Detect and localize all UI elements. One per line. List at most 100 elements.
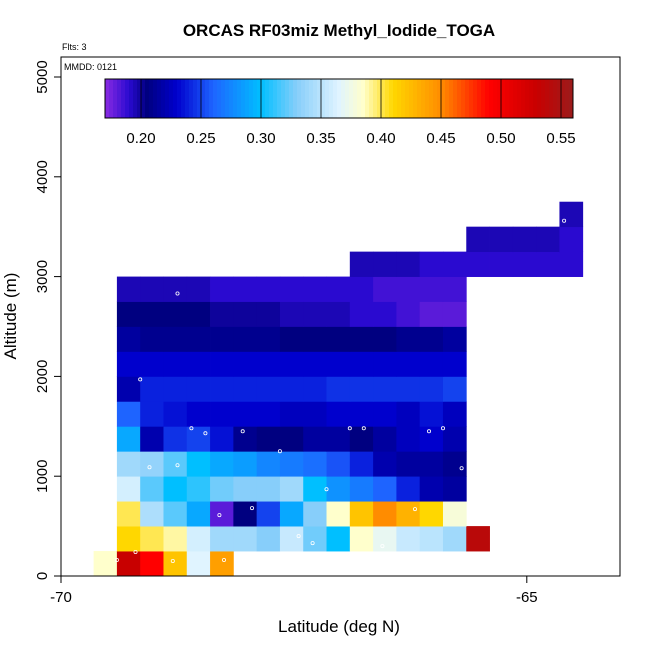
- sample-point: [170, 559, 175, 564]
- heatmap-cell: [163, 401, 188, 427]
- colorbar-segment: [517, 79, 522, 118]
- heatmap-cell: [186, 351, 211, 377]
- heatmap-cell: [116, 526, 141, 552]
- heatmap-cell: [233, 326, 258, 352]
- colorbar-segment: [241, 79, 246, 118]
- mmdd-label: MMDD: 0121: [64, 62, 117, 72]
- heatmap-cell: [140, 351, 164, 377]
- heatmap-cell: [279, 301, 304, 327]
- heatmap-cell: [303, 301, 327, 327]
- colorbar-segment: [285, 79, 290, 118]
- heatmap-cell: [233, 376, 258, 402]
- heatmap-cell: [303, 326, 327, 352]
- heatmap-cell: [326, 401, 351, 427]
- colorbar-segment: [497, 79, 502, 118]
- y-tick-label: 5000: [34, 60, 51, 93]
- colorbar-segment: [381, 79, 386, 118]
- heatmap-cell: [163, 476, 188, 502]
- heatmap-cell: [233, 401, 258, 427]
- heatmap-cell: [442, 476, 467, 502]
- heatmap-cell: [373, 301, 397, 327]
- heatmap-cell: [442, 251, 467, 277]
- heatmap-cell: [396, 251, 421, 277]
- colorbar-segment: [569, 79, 574, 118]
- colorbar-segment: [133, 79, 138, 118]
- heatmap-cell: [442, 451, 467, 477]
- heatmap-cell: [419, 251, 444, 277]
- sample-point: [175, 291, 180, 296]
- sample-point: [296, 534, 301, 539]
- colorbar-segment: [301, 79, 306, 118]
- colorbar-tick-label: 0.45: [426, 130, 455, 147]
- heatmap-cell: [396, 501, 421, 527]
- colorbar-segment: [529, 79, 534, 118]
- heatmap-cell: [116, 401, 141, 427]
- colorbar-segment: [333, 79, 338, 118]
- heatmap-cell: [373, 526, 397, 552]
- colorbar-segment: [153, 79, 158, 118]
- colorbar-segment: [525, 79, 530, 118]
- heatmap-cell: [373, 376, 397, 402]
- heatmap-cell: [419, 326, 444, 352]
- sample-point: [459, 466, 464, 471]
- heatmap-cell: [349, 426, 374, 452]
- heatmap-cell: [373, 476, 397, 502]
- colorbar-segment: [173, 79, 178, 118]
- heatmap-cell: [326, 326, 351, 352]
- heatmap-cell: [256, 376, 281, 402]
- colorbar-tick-label: 0.40: [366, 130, 395, 147]
- sample-point: [440, 426, 445, 431]
- colorbar-segment: [221, 79, 226, 118]
- heatmap-cell: [279, 451, 304, 477]
- colorbar-segment: [361, 79, 366, 118]
- heatmap-cell: [442, 351, 467, 377]
- heatmap-cell: [442, 426, 467, 452]
- heatmap-cell: [442, 276, 467, 302]
- heatmap-cell: [419, 401, 444, 427]
- colorbar-segment: [281, 79, 286, 118]
- heatmap-cell: [303, 426, 327, 452]
- heatmap-cell: [256, 501, 281, 527]
- heatmap-cell: [210, 526, 234, 552]
- heatmap-cell: [349, 251, 374, 277]
- heatmap-cell: [140, 551, 164, 577]
- heatmap-cell: [396, 351, 421, 377]
- heatmap-cell: [233, 476, 258, 502]
- heatmap-cell: [116, 476, 141, 502]
- heatmap-cell: [349, 326, 374, 352]
- heatmap-cell: [116, 426, 141, 452]
- colorbar-segment: [253, 79, 258, 118]
- colorbar-segment: [189, 79, 194, 118]
- heatmap-cell: [419, 451, 444, 477]
- heatmap-cell: [373, 401, 397, 427]
- y-axis: 0 1000 2000 3000 4000 5000: [34, 60, 61, 580]
- heatmap-cell: [140, 326, 164, 352]
- colorbar-segment: [353, 79, 358, 118]
- heatmap-cell: [140, 526, 164, 552]
- colorbar-segment: [293, 79, 298, 118]
- heatmap-cell: [163, 351, 188, 377]
- heatmap-cell: [163, 326, 188, 352]
- colorbar-segment: [389, 79, 394, 118]
- heatmap-cell: [559, 201, 584, 228]
- heatmap-cell: [396, 526, 421, 552]
- colorbar-segment: [421, 79, 426, 118]
- heatmap-cell: [256, 451, 281, 477]
- heatmap-cell: [186, 276, 211, 302]
- heatmap-cell: [326, 501, 351, 527]
- colorbar-segment: [457, 79, 462, 118]
- colorbar-segment: [309, 79, 314, 118]
- heatmap-cell: [489, 226, 514, 253]
- colorbar-frame: [104, 78, 574, 119]
- colorbar-segment: [441, 79, 446, 118]
- colorbar-segment: [377, 79, 382, 118]
- colorbar-segment: [373, 79, 378, 118]
- heatmap-cell: [116, 326, 141, 352]
- colorbar-segment: [121, 79, 126, 118]
- heatmap-cell: [93, 551, 118, 577]
- heatmap-cell: [163, 426, 188, 452]
- heatmap-cell: [210, 376, 234, 402]
- colorbar-segment: [205, 79, 210, 118]
- sample-point: [138, 377, 143, 382]
- heatmap-cell: [140, 401, 164, 427]
